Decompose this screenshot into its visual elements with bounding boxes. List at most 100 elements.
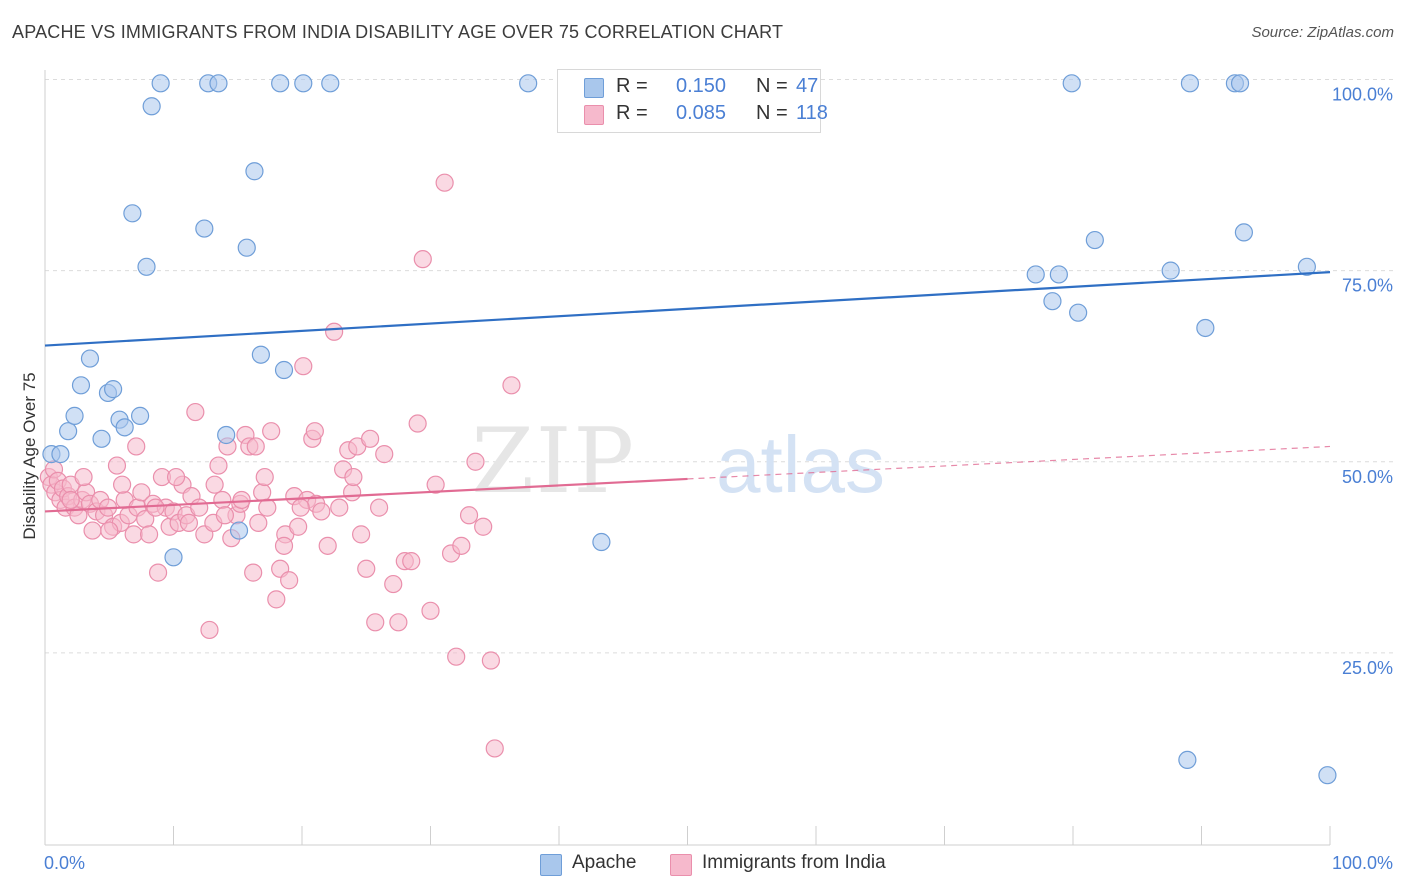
- apache-point: [237, 238, 256, 257]
- india-point: [139, 525, 159, 544]
- india-point: [107, 456, 127, 475]
- apache-point: [59, 422, 78, 441]
- india-point: [244, 563, 263, 582]
- apache-points: [42, 74, 1337, 785]
- apache-trend-line: [44, 271, 1331, 347]
- india-point: [166, 467, 186, 487]
- apache-point: [592, 532, 611, 552]
- india-point: [402, 552, 421, 571]
- india-point: [209, 456, 228, 475]
- apache-n-value: 47: [796, 75, 819, 97]
- india-trend-line: [44, 477, 688, 513]
- india-point: [255, 467, 274, 487]
- apache-point: [217, 425, 236, 445]
- apache-point: [51, 445, 70, 464]
- india-point: [200, 620, 219, 640]
- watermark-atlas: atlas: [716, 420, 885, 509]
- india-point: [312, 502, 331, 521]
- apache-point: [321, 74, 340, 93]
- apache-point: [1069, 303, 1088, 322]
- apache-point: [71, 376, 91, 395]
- india-point: [384, 574, 403, 594]
- apache-point: [151, 74, 170, 93]
- apache-point: [1161, 261, 1180, 280]
- apache-point: [1049, 265, 1068, 284]
- india-point: [344, 467, 363, 487]
- watermark-zip: ZIP: [471, 409, 636, 514]
- apache-point: [130, 406, 150, 425]
- apache-point: [271, 74, 290, 93]
- india-point: [213, 490, 232, 510]
- india-point: [274, 536, 294, 555]
- apache-point: [65, 406, 84, 425]
- india-point: [100, 521, 119, 540]
- legend-r-label: R =: [616, 102, 648, 124]
- india-point: [83, 521, 102, 540]
- y-tick-label: 100.0%: [1332, 85, 1393, 105]
- india-point: [481, 651, 500, 670]
- india-swatch: [584, 105, 604, 125]
- india-point: [318, 536, 337, 555]
- apache-point: [123, 204, 142, 223]
- apache-point: [1178, 750, 1197, 770]
- india-point: [389, 613, 408, 632]
- apache-legend-swatch: [540, 854, 562, 876]
- india-legend-swatch: [670, 854, 692, 876]
- apache-point: [142, 97, 161, 116]
- apache-point: [104, 380, 123, 399]
- legend-n-label: N =: [756, 75, 788, 97]
- india-point: [253, 483, 272, 502]
- india-point: [366, 613, 385, 632]
- apache-point: [1318, 766, 1337, 785]
- apache-legend-label: Apache: [572, 852, 637, 873]
- india-point: [146, 498, 165, 517]
- india-point: [305, 422, 324, 441]
- india-point: [190, 498, 209, 517]
- apache-point: [519, 74, 538, 93]
- apache-point: [1085, 230, 1104, 250]
- india-points: [39, 173, 521, 758]
- watermark: ZIP atlas: [471, 409, 885, 514]
- india-point: [502, 376, 521, 395]
- chart-title: APACHE VS IMMIGRANTS FROM INDIA DISABILI…: [12, 22, 784, 42]
- india-point: [291, 498, 310, 517]
- india-point: [330, 498, 349, 517]
- apache-point: [274, 360, 294, 380]
- india-point: [413, 250, 432, 269]
- apache-point: [164, 548, 183, 567]
- apache-point: [1043, 292, 1062, 311]
- india-point: [343, 483, 362, 502]
- apache-point: [80, 349, 100, 368]
- axes: [44, 70, 1331, 846]
- correlation-legend: R = 0.150 N = 47 R = 0.085 N = 118: [557, 69, 828, 133]
- india-point: [262, 422, 281, 441]
- apache-point: [209, 74, 228, 93]
- india-point: [280, 571, 299, 590]
- india-point: [370, 498, 389, 517]
- axis-labels: 25.0% 50.0% 75.0% 100.0% 0.0% 100.0% Disabilit…: [20, 85, 1393, 874]
- apache-point: [1230, 74, 1250, 93]
- india-point: [179, 513, 199, 533]
- india-point: [232, 490, 251, 510]
- india-point: [325, 322, 344, 341]
- india-n-value: 118: [796, 102, 828, 124]
- apache-point: [195, 219, 214, 238]
- apache-point: [1234, 223, 1254, 242]
- apache-point: [1026, 265, 1045, 284]
- india-point: [186, 402, 205, 422]
- apache-point: [229, 521, 249, 540]
- india-legend-label: Immigrants from India: [702, 852, 886, 873]
- india-point: [452, 536, 471, 555]
- india-point: [426, 475, 445, 494]
- apache-point: [1062, 74, 1081, 93]
- chart-source: Source: ZipAtlas.com: [1251, 24, 1394, 41]
- apache-point: [245, 162, 264, 181]
- apache-point: [92, 429, 111, 448]
- apache-r-value: 0.150: [676, 75, 727, 97]
- india-point: [485, 739, 504, 758]
- india-point: [258, 498, 277, 517]
- india-point: [249, 513, 268, 533]
- india-point: [246, 437, 265, 456]
- legend-r-label: R =: [616, 75, 648, 97]
